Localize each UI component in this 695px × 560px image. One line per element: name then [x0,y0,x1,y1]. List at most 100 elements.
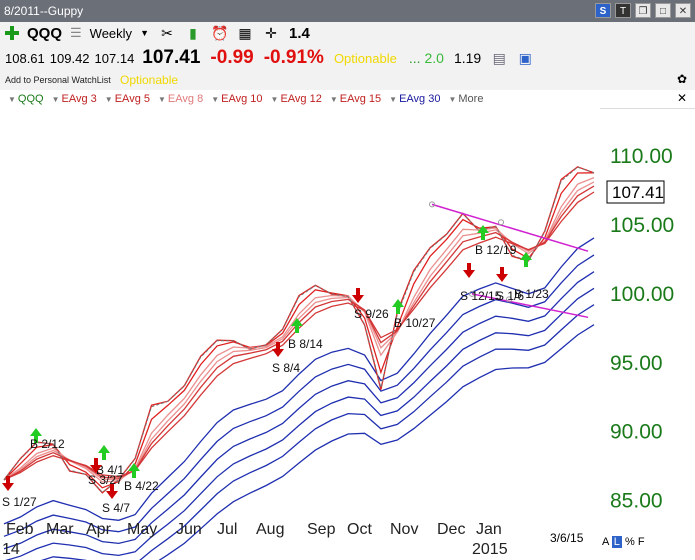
status-f[interactable]: F [637,536,645,548]
x-month-label: May [127,521,157,538]
price-chart[interactable]: 110.00 105.00 100.00 95.00 90.00 85.00 107.41 F… [0,108,695,560]
signal-label: S 12/15 [460,289,502,303]
chevron-down-icon[interactable]: ▼ [158,95,166,104]
t-button[interactable]: T [615,3,631,18]
buy-arrow-icon [30,428,42,443]
signal-label: B 10/27 [394,316,436,330]
ema-slow-line [3,237,595,525]
x-month-label: Sep [307,521,336,538]
add-icon[interactable] [5,26,19,40]
signal-label: B 4/22 [124,479,159,493]
maximize-icon[interactable]: □ [655,3,671,18]
status-l[interactable]: L [611,536,622,548]
chevron-down-icon[interactable]: ▼ [270,95,279,104]
signal-label: S 9/26 [354,307,389,321]
period-select[interactable]: Weekly [89,25,133,41]
last-value-box [606,180,665,204]
chevron-down-icon[interactable]: ▼ [448,95,457,104]
close-legend-icon[interactable]: ✕ [676,91,688,105]
chevron-down-icon[interactable]: ▼ [51,95,60,104]
chevron-down-icon[interactable]: ▼ [140,28,149,38]
y-tick-label: 85.00 [610,489,663,512]
symbol-label[interactable]: QQQ [27,24,63,42]
change-value: -0.99 [210,47,254,68]
indicator-icon[interactable]: ▮ [189,24,197,41]
x-month-label: Dec [437,521,465,538]
legend-item[interactable]: ▼ EAvg 30 [389,93,440,105]
legend-item[interactable]: ▼ QQQ [8,93,44,105]
legend-item[interactable]: ▼ More [448,93,483,105]
restore-icon[interactable]: ❐ [635,3,651,18]
chevron-down-icon[interactable]: ▼ [211,95,220,104]
toolbar: QQQ ☰ Weekly ▼ ✂ ▮ ⏰ ▦ ✛ 1.4 [0,22,695,44]
y-tick-label: 95.00 [610,352,663,375]
buy-arrow-icon [128,463,140,478]
x-month-label: Mar [46,521,74,538]
chevron-down-icon[interactable]: ▼ [389,95,398,104]
volume-value: 2.0 [424,50,444,66]
legend-item[interactable]: ▼ EAvg 12 [271,93,322,105]
legend-item[interactable]: ▼ EAvg 10 [211,93,262,105]
y-tick-label: 90.00 [610,421,663,444]
y-tick-label: 105.00 [610,214,674,237]
window-titlebar: 8/2011--Guppy S T ❐ □ ✕ [0,0,695,22]
trendline-point [429,201,435,208]
signal-label: B 8/14 [288,337,323,351]
sell-arrow-icon [106,484,118,499]
legend-label: QQQ [17,93,44,105]
status-bar: A L % F [602,536,645,548]
chevron-down-icon[interactable]: ▼ [329,95,338,104]
palette-icon[interactable]: ✿ [676,72,688,86]
signal-label: S 1/6 [496,289,524,303]
legend-item[interactable]: ▼ EAvg 3 [52,93,97,105]
database-icon[interactable]: ▤ [492,49,506,66]
x-month-label: Apr [86,521,112,538]
last-value-label: 107.41 [612,183,664,202]
legend-item[interactable]: ▼ EAvg 8 [158,93,203,105]
buy-arrow-icon [291,318,303,333]
buy-arrow-icon [98,445,110,460]
legend-label: EAvg 10 [221,93,263,105]
date-label: 3/6/15 [550,531,584,545]
alarm-icon[interactable]: ⏰ [210,24,229,41]
status-a[interactable]: A [602,536,609,548]
signal-label: B 2/12 [30,437,65,451]
sell-arrow-icon [90,458,102,473]
signal-label: B 12/19 [475,243,517,257]
ema-slow-line [3,254,595,537]
change-percent: -0.91% [263,47,324,68]
add-watchlist-link[interactable]: Add to Personal WatchList [5,75,111,85]
signal-label: S 4/7 [102,501,130,515]
legend-item[interactable]: ▼ EAvg 15 [330,93,381,105]
x-month-label: Jul [217,521,237,538]
list-icon[interactable]: ☰ [70,25,82,40]
ema-slow-line [3,271,595,550]
legend-label: EAvg 30 [399,93,441,105]
legend-label: EAvg 5 [114,93,150,105]
signal-label: S 8/4 [272,361,300,375]
tools-icon[interactable]: ✂ [161,24,173,41]
save-icon[interactable]: ▣ [518,49,532,66]
window-buttons: S T ❐ □ ✕ [595,3,691,18]
legend-label: EAvg 8 [167,93,204,105]
status-pct[interactable]: % [624,536,635,548]
low-value: 107.14 [94,50,135,66]
x-month-label: Feb [6,521,34,538]
size-value[interactable]: 1.4 [288,24,310,42]
legend-item[interactable]: ▼ EAvg 5 [105,93,150,105]
close-icon[interactable]: ✕ [675,3,691,18]
sell-arrow-icon [352,288,364,303]
calculator-icon[interactable]: ▦ [238,24,252,41]
indicator-legend: ▼ QQQ ▼ EAvg 3 ▼ EAvg 5 ▼ EAvg 8 ▼ EAvg 10 ▼ EAvg 1… [0,90,695,109]
sell-arrow-icon [272,342,284,357]
x-month-label: Jun [176,521,202,538]
legend-label: EAvg 12 [280,93,322,105]
ema-slow-line [158,324,595,560]
crosshair-icon[interactable]: ✛ [265,24,277,41]
quote-bar: 108.61 109.42 107.14 107.41 -0.99 -0.91%… [0,44,695,72]
signal-label: B 1/23 [514,287,549,301]
chevron-down-icon[interactable]: ▼ [104,95,113,104]
chevron-down-icon[interactable]: ▼ [8,95,16,104]
window-title: 8/2011--Guppy [4,4,84,18]
s-button[interactable]: S [595,3,611,18]
